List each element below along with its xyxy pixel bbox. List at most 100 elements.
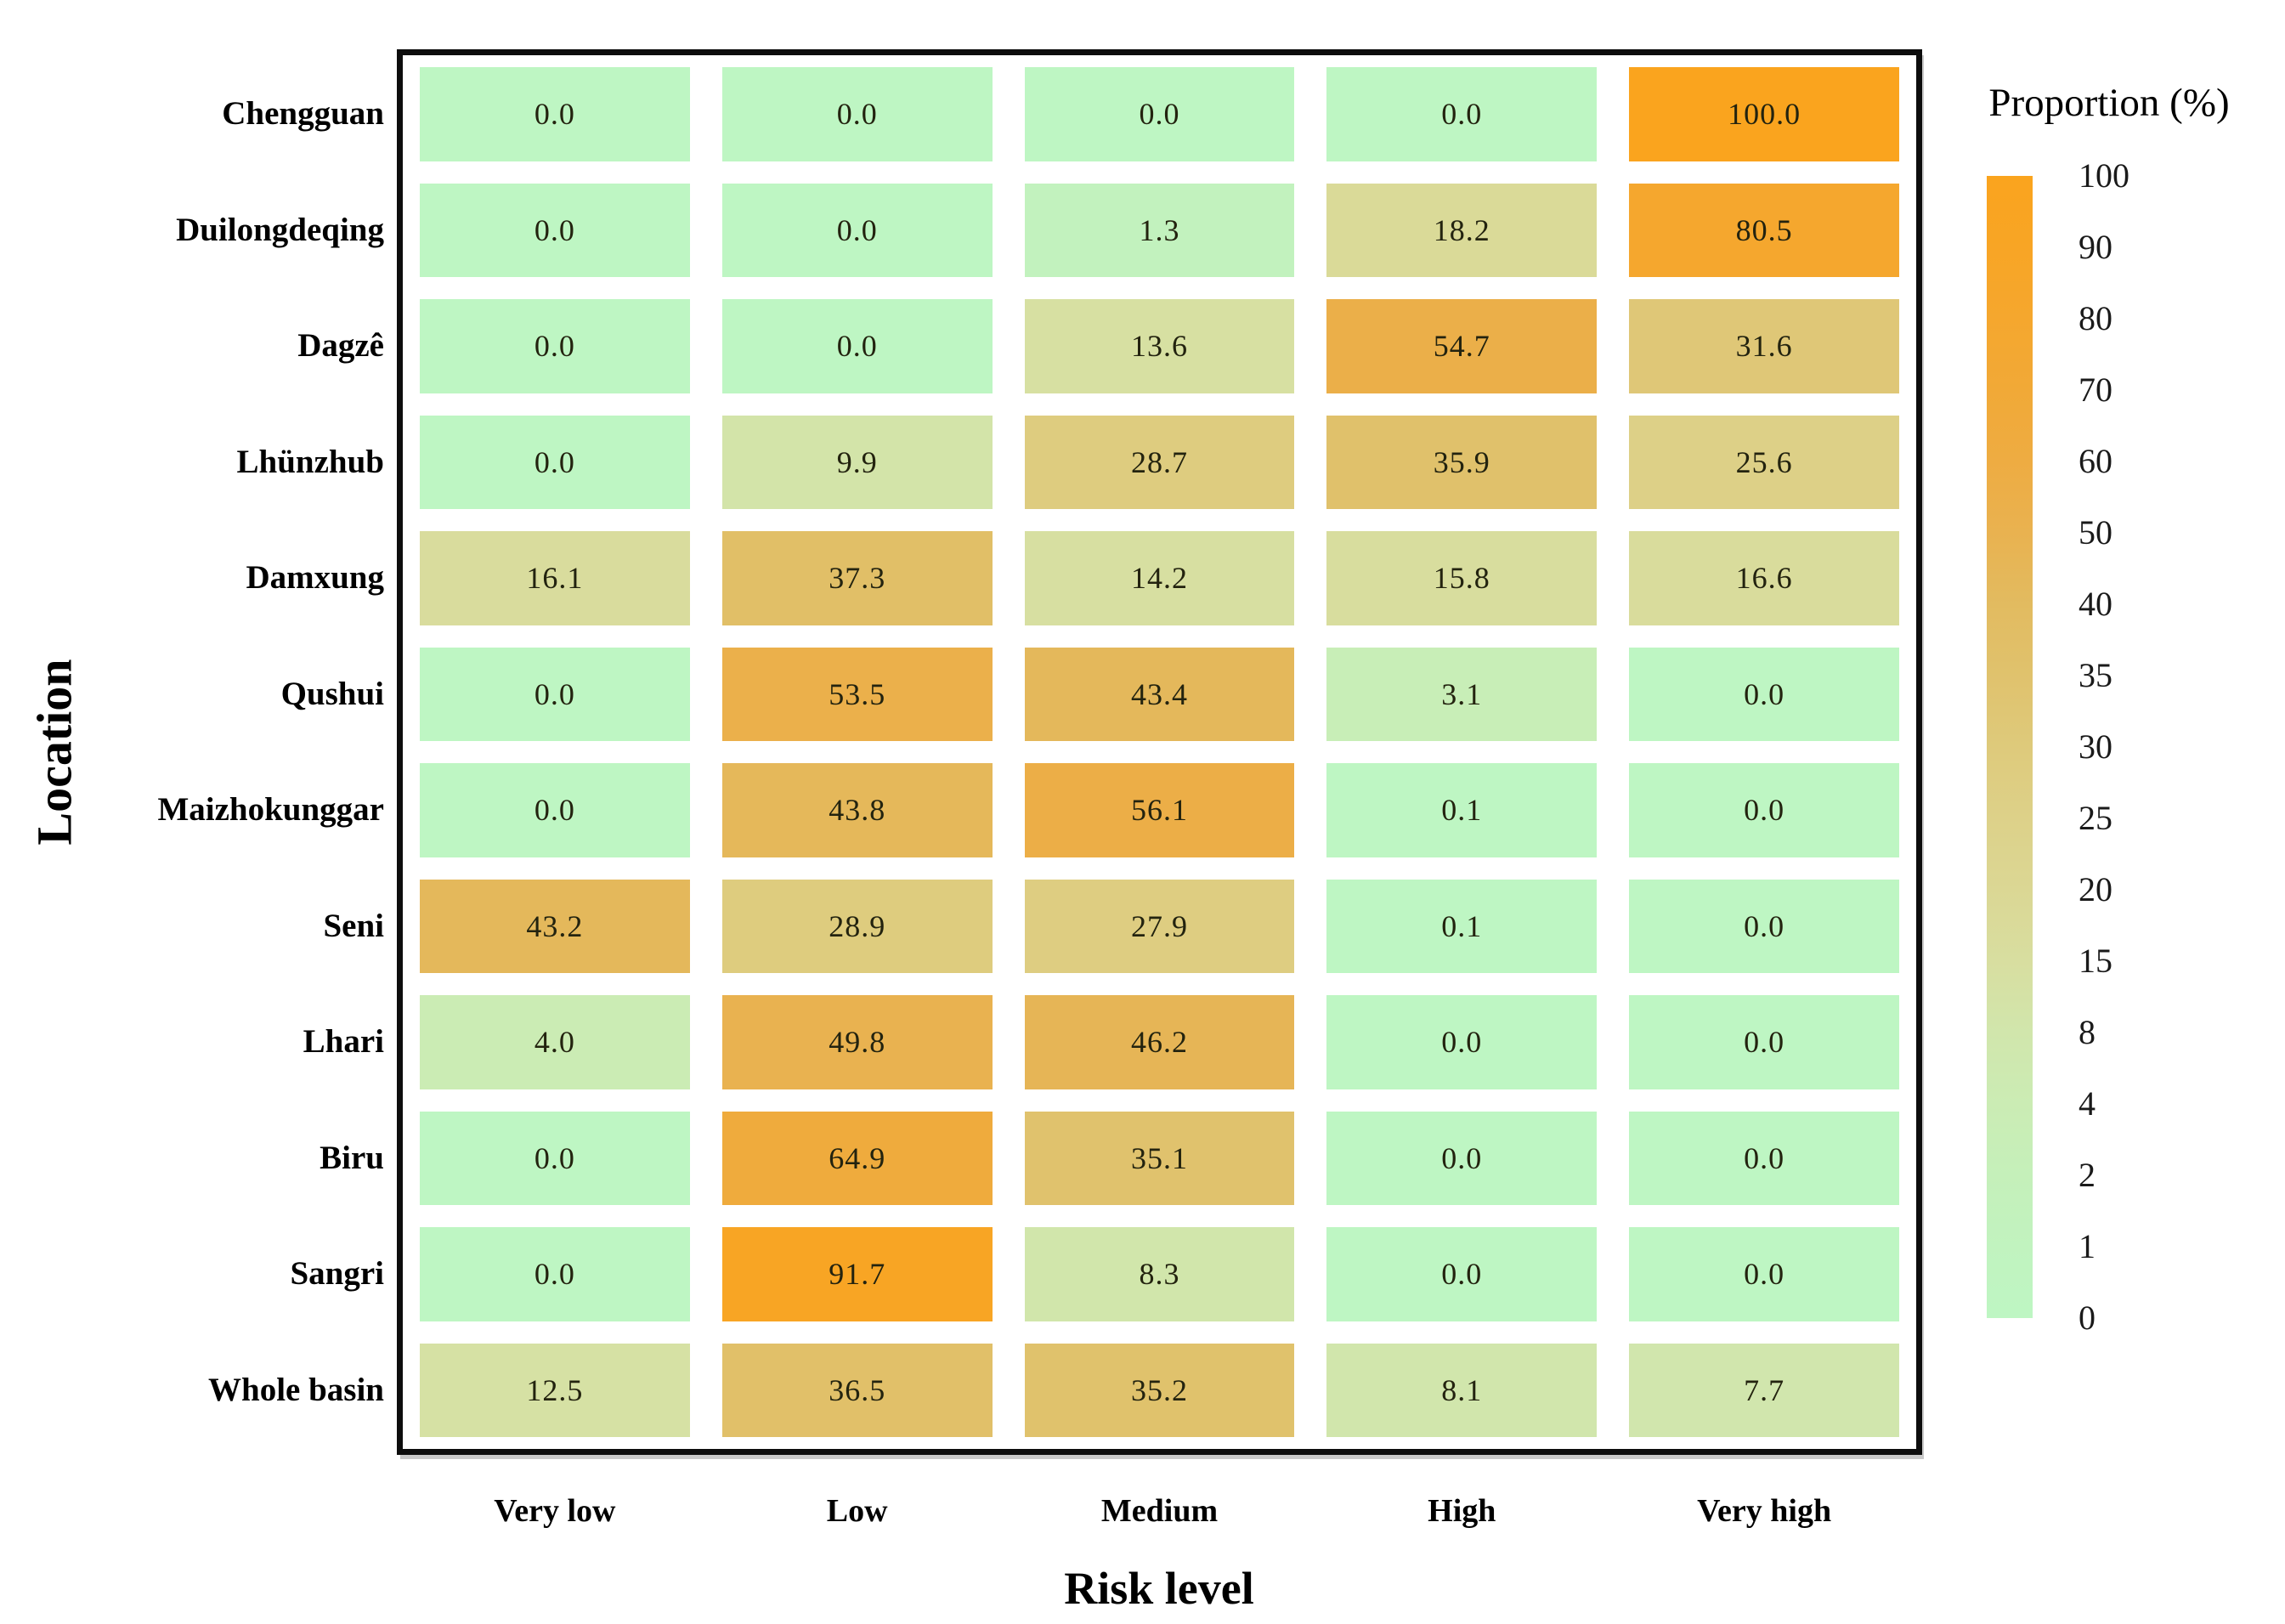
heatmap-cell-dagzê-low: 0.0	[721, 299, 993, 393]
heatmap-cell-seni-very-high: 0.0	[1629, 879, 1899, 973]
colorbar-segment	[1987, 818, 2033, 890]
colorbar-tick-label-0: 0	[2079, 1299, 2096, 1337]
heatmap-cell-dagzê-medium: 13.6	[1024, 299, 1295, 393]
heatmap-cell-damxung-medium: 14.2	[1024, 531, 1295, 625]
heatmap-cell-lhari-low: 49.8	[721, 995, 993, 1089]
colorbar-tick-label-8: 8	[2079, 1013, 2096, 1051]
colorbar-segment	[1987, 319, 2033, 390]
colorbar-segment	[1987, 890, 2033, 961]
heatmap-cell-damxung-low: 37.3	[721, 531, 993, 625]
heatmap-plot-area: 0.0 0.0 0.0 0.0 100.0 0.0 0.0 1.3 18.2 80.5 0.0 0.0…	[397, 49, 1922, 1455]
colorbar-segment	[1987, 176, 2033, 247]
x-axis-title: Risk level	[1064, 1563, 1254, 1614]
colorbar-segment	[1987, 676, 2033, 747]
heatmap-cell-chengguan-high: 0.0	[1326, 67, 1598, 161]
heatmap-cell-damxung-high: 15.8	[1326, 531, 1598, 625]
colorbar-tick-label-15: 15	[2079, 942, 2112, 980]
heatmap-cell-maizhokunggar-very-low: 0.0	[420, 763, 690, 857]
row-label-duilongdeqing: Duilongdeqing	[176, 211, 384, 248]
heatmap-cell-maizhokunggar-very-high: 0.0	[1629, 763, 1899, 857]
heatmap-cell-whole-basin-low: 36.5	[721, 1343, 993, 1437]
heatmap-cell-duilongdeqing-low: 0.0	[721, 183, 993, 277]
colorbar-tick-label-80: 80	[2079, 299, 2112, 337]
row-label-maizhokunggar: Maizhokunggar	[157, 791, 384, 829]
colorbar-segment	[1987, 390, 2033, 461]
heatmap-cell-biru-very-low: 0.0	[420, 1111, 690, 1205]
colorbar-title: Proportion (%)	[1988, 81, 2230, 125]
heatmap-cell-biru-medium: 35.1	[1024, 1111, 1295, 1205]
row-label-lhari: Lhari	[303, 1023, 384, 1061]
colorbar-tick-label-25: 25	[2079, 799, 2112, 837]
heatmap-cell-qushui-medium: 43.4	[1024, 647, 1295, 741]
colorbar-segment	[1987, 604, 2033, 676]
heatmap-cell-duilongdeqing-very-high: 80.5	[1629, 183, 1899, 277]
colorbar-segment	[1987, 747, 2033, 818]
heatmap-cell-biru-high: 0.0	[1326, 1111, 1598, 1205]
colorbar-tick-label-70: 70	[2079, 371, 2112, 409]
colorbar-tick-label-50: 50	[2079, 513, 2112, 552]
heatmap-cell-lhari-medium: 46.2	[1024, 995, 1295, 1089]
colorbar-tick-label-60: 60	[2079, 442, 2112, 480]
heatmap-cell-qushui-very-high: 0.0	[1629, 647, 1899, 741]
colorbar-segment	[1987, 961, 2033, 1033]
heatmap-cell-lhünzhub-low: 9.9	[721, 415, 993, 509]
row-label-sangri: Sangri	[290, 1255, 384, 1293]
row-label-seni: Seni	[323, 907, 384, 944]
colorbar-segment	[1987, 1104, 2033, 1175]
heatmap-cell-dagzê-very-low: 0.0	[420, 299, 690, 393]
colorbar-tick-label-2: 2	[2079, 1156, 2096, 1194]
row-label-lhünzhub: Lhünzhub	[236, 443, 384, 480]
heatmap-cell-lhünzhub-very-low: 0.0	[420, 415, 690, 509]
heatmap-cell-duilongdeqing-medium: 1.3	[1024, 183, 1295, 277]
heatmap-cell-qushui-high: 3.1	[1326, 647, 1598, 741]
colorbar-tick-label-30: 30	[2079, 727, 2112, 766]
heatmap-cell-sangri-low: 91.7	[721, 1227, 993, 1321]
heatmap-cell-biru-very-high: 0.0	[1629, 1111, 1899, 1205]
heatmap-cell-whole-basin-very-high: 7.7	[1629, 1343, 1899, 1437]
colorbar-segment	[1987, 1033, 2033, 1104]
row-label-qushui: Qushui	[280, 675, 384, 712]
colorbar-tick-label-100: 100	[2079, 156, 2129, 195]
colorbar-tick-label-40: 40	[2079, 585, 2112, 623]
heatmap-cell-whole-basin-very-low: 12.5	[420, 1343, 690, 1437]
colorbar-segment	[1987, 1175, 2033, 1247]
heatmap-cell-seni-medium: 27.9	[1024, 879, 1295, 973]
heatmap-cell-seni-high: 0.1	[1326, 879, 1598, 973]
colorbar-tick-label-1: 1	[2079, 1227, 2096, 1265]
heatmap-cell-sangri-medium: 8.3	[1024, 1227, 1295, 1321]
heatmap-cell-maizhokunggar-high: 0.1	[1326, 763, 1598, 857]
heatmap-cell-sangri-high: 0.0	[1326, 1227, 1598, 1321]
heatmap-cell-sangri-very-low: 0.0	[420, 1227, 690, 1321]
heatmap-cell-chengguan-low: 0.0	[721, 67, 993, 161]
colorbar-tick-label-90: 90	[2079, 228, 2112, 266]
colorbar-segment	[1987, 247, 2033, 319]
column-label-medium: Medium	[1100, 1493, 1219, 1529]
heatmap-cell-chengguan-medium: 0.0	[1024, 67, 1295, 161]
column-label-high: High	[1428, 1493, 1496, 1529]
heatmap-cell-lhari-very-low: 4.0	[420, 995, 690, 1089]
heatmap-cell-chengguan-very-high: 100.0	[1629, 67, 1899, 161]
heatmap-cell-maizhokunggar-medium: 56.1	[1024, 763, 1295, 857]
heatmap-cell-sangri-very-high: 0.0	[1629, 1227, 1899, 1321]
heatmap-cell-damxung-very-low: 16.1	[420, 531, 690, 625]
colorbar-segment	[1987, 533, 2033, 604]
heatmap-cell-duilongdeqing-very-low: 0.0	[420, 183, 690, 277]
column-label-very-low: Very low	[494, 1493, 616, 1529]
column-label-very-high: Very high	[1697, 1493, 1832, 1529]
heatmap-cell-whole-basin-medium: 35.2	[1024, 1343, 1295, 1437]
heatmap-cell-lhari-high: 0.0	[1326, 995, 1598, 1089]
column-label-low: Low	[826, 1493, 888, 1529]
heatmap-cell-whole-basin-high: 8.1	[1326, 1343, 1598, 1437]
heatmap-cell-damxung-very-high: 16.6	[1629, 531, 1899, 625]
colorbar-tick-label-35: 35	[2079, 656, 2112, 694]
heatmap-cell-maizhokunggar-low: 43.8	[721, 763, 993, 857]
heatmap-cell-qushui-very-low: 0.0	[420, 647, 690, 741]
heatmap-cell-lhünzhub-very-high: 25.6	[1629, 415, 1899, 509]
colorbar-tick-label-4: 4	[2079, 1084, 2096, 1123]
row-label-biru: Biru	[320, 1139, 384, 1176]
heatmap-cell-dagzê-high: 54.7	[1326, 299, 1598, 393]
row-label-dagzê: Dagzê	[297, 327, 384, 365]
heatmap-cell-lhünzhub-high: 35.9	[1326, 415, 1598, 509]
colorbar-segment	[1987, 1247, 2033, 1318]
